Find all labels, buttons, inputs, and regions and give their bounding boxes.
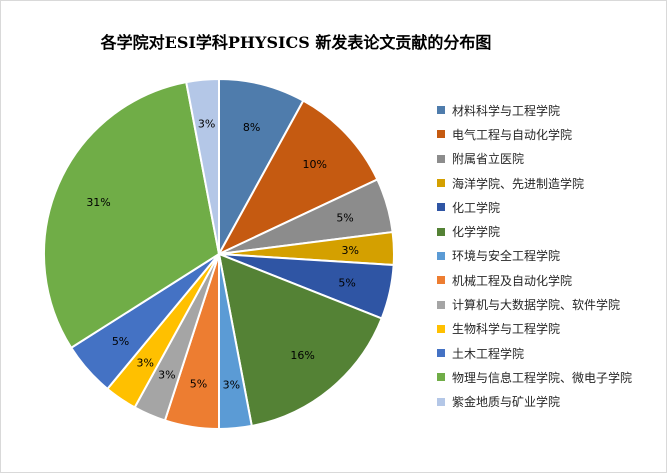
legend-item: 化学学院 <box>437 219 662 243</box>
legend-item: 化工学院 <box>437 195 662 219</box>
slice-data-label: 3% <box>223 379 240 392</box>
slice-data-label: 3% <box>198 117 215 130</box>
slice-data-label: 31% <box>86 196 110 209</box>
slice-data-label: 3% <box>158 368 175 381</box>
slice-data-label: 10% <box>302 158 326 171</box>
slice-data-label: 5% <box>112 335 129 348</box>
legend-swatch <box>437 373 445 382</box>
legend-item: 土木工程学院 <box>437 341 662 365</box>
legend-item: 附属省立医院 <box>437 147 662 171</box>
chart-title: 各学院对ESI学科PHYSICS 新发表论文贡献的分布图 <box>100 33 492 52</box>
legend-swatch <box>437 227 445 236</box>
legend-swatch <box>437 324 445 333</box>
legend-swatch <box>437 203 445 212</box>
legend-item: 计算机与大数据学院、软件学院 <box>437 292 662 316</box>
legend-label: 生物科学与工程学院 <box>452 322 561 337</box>
legend-label: 机械工程及自动化学院 <box>452 273 573 288</box>
pie-slice <box>216 99 379 257</box>
slice-data-label: 16% <box>290 349 314 362</box>
legend-item: 环境与安全工程学院 <box>437 244 662 268</box>
legend-swatch <box>437 106 445 115</box>
legend-label: 化学学院 <box>452 225 501 240</box>
legend-swatch <box>437 397 445 406</box>
legend-item: 机械工程及自动化学院 <box>437 268 662 292</box>
legend-label: 电气工程与自动化学院 <box>452 127 573 142</box>
legend-label: 物理与信息工程学院、微电子学院 <box>452 370 633 385</box>
legend-label: 材料科学与工程学院 <box>452 103 561 118</box>
legend-label: 附属省立医院 <box>452 152 525 167</box>
legend-swatch <box>437 130 445 139</box>
pie-slice <box>217 252 384 428</box>
legend-item: 材料科学与工程学院 <box>437 98 662 122</box>
slice-data-label: 5% <box>336 211 353 224</box>
legend-item: 紫金地质与矿业学院 <box>437 390 662 414</box>
legend-item: 电气工程与自动化学院 <box>437 122 662 146</box>
slice-data-label: 3% <box>341 244 358 257</box>
legend-item: 物理与信息工程学院、微电子学院 <box>437 365 662 389</box>
legend-label: 土木工程学院 <box>452 346 525 361</box>
legend-label: 化工学院 <box>452 200 501 215</box>
slice-data-label: 5% <box>190 378 207 391</box>
legend-item: 海洋学院、先进制造学院 <box>437 171 662 195</box>
legend: 材料科学与工程学院 电气工程与自动化学院 附属省立医院海洋学院、先进制造学院 化工学院… <box>437 98 662 414</box>
legend-swatch <box>437 349 445 358</box>
legend-swatch <box>437 300 445 309</box>
legend-swatch <box>437 179 445 188</box>
slice-data-label: 8% <box>243 121 260 134</box>
legend-swatch <box>437 276 445 285</box>
legend-label: 计算机与大数据学院、软件学院 <box>452 298 621 313</box>
slice-data-label: 5% <box>338 277 355 290</box>
legend-item: 生物科学与工程学院 <box>437 317 662 341</box>
legend-swatch <box>437 251 445 260</box>
slice-data-label: 3% <box>137 357 154 370</box>
pie-slice <box>185 77 220 255</box>
legend-label: 紫金地质与矿业学院 <box>452 395 561 410</box>
legend-label: 海洋学院、先进制造学院 <box>452 176 585 191</box>
legend-swatch <box>437 154 445 163</box>
legend-label: 环境与安全工程学院 <box>452 249 561 264</box>
pie-slice <box>42 80 221 350</box>
